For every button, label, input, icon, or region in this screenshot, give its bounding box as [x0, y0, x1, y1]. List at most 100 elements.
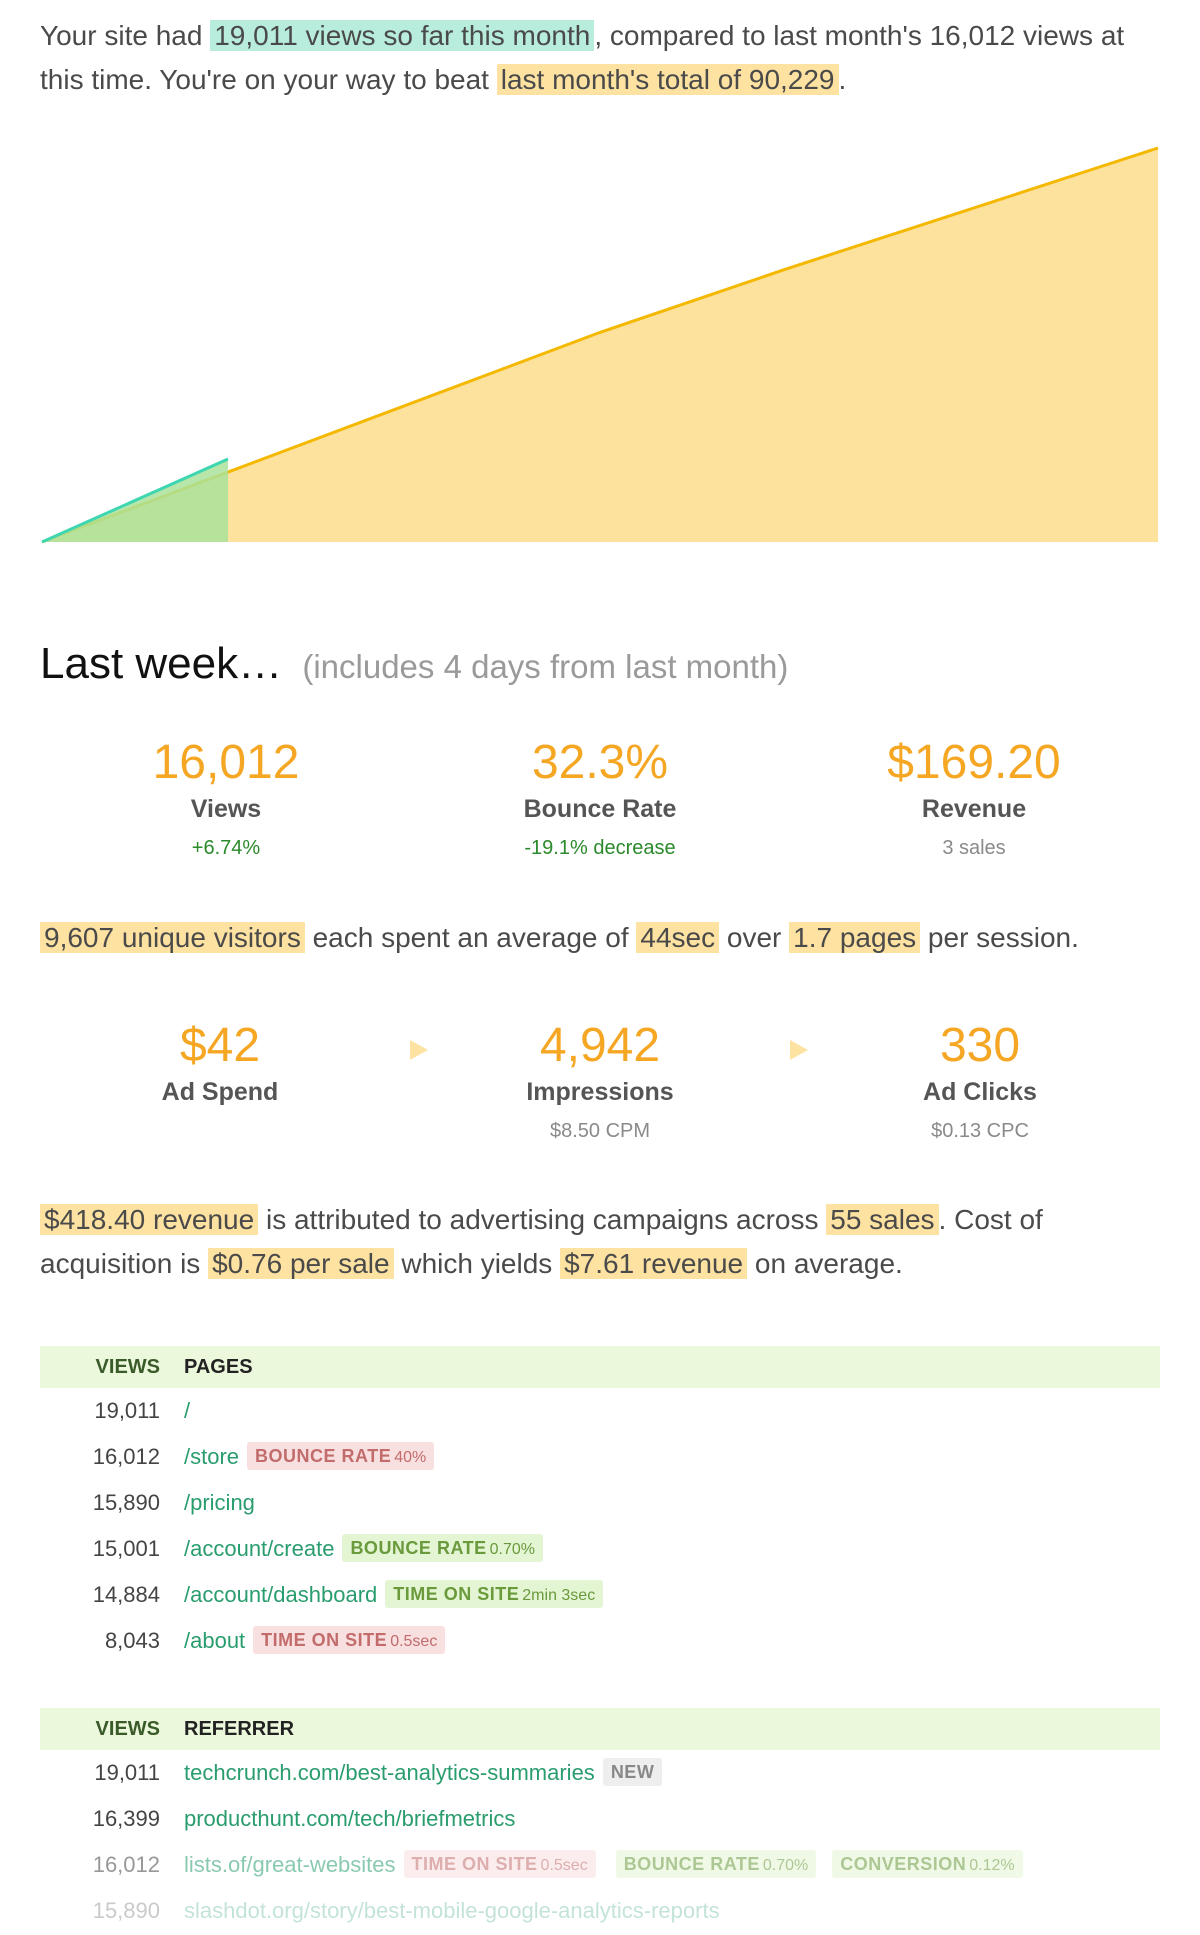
badge-label: NEW — [610, 1762, 655, 1782]
badge-label: TIME ON SITE — [393, 1584, 520, 1604]
stat-value: 16,012 — [152, 736, 300, 789]
last-week-heading: Last week… (includes 4 days from last mo… — [40, 636, 1160, 695]
revenue-summary: $418.40 revenue is attributed to adverti… — [40, 1198, 1160, 1286]
badge-label: TIME ON SITE — [261, 1630, 388, 1650]
time-on-site-badge: TIME ON SITE 2min 3sec — [385, 1580, 604, 1608]
sales-highlight: 55 sales — [826, 1204, 939, 1235]
visitors-summary: 9,607 unique visitors each spent an aver… — [40, 916, 1160, 960]
view-count: 15,001 — [92, 1536, 160, 1561]
view-count: 19,011 — [94, 1398, 160, 1423]
intro-text-3: . — [838, 64, 847, 95]
view-count: 16,012 — [92, 1852, 160, 1877]
views-column-header: VIEWS — [95, 1356, 160, 1378]
table-row: 16,012 lists.of/great-websites TIME ON SI… — [40, 1842, 1160, 1888]
view-count: 16,399 — [92, 1806, 160, 1831]
page-link[interactable]: /account/create — [184, 1536, 335, 1561]
badge-value: 0.5sec — [390, 1633, 438, 1650]
table-row: 8,043 /about TIME ON SITE 0.5sec — [40, 1618, 1160, 1664]
table-header: VIEWS PAGES — [40, 1346, 1160, 1388]
referrer-link[interactable]: lists.of/great-websites — [184, 1852, 396, 1877]
stat-label: Revenue — [921, 795, 1027, 823]
intro-text-2: , compared to last month's 16,012 views … — [40, 20, 1125, 95]
stat-value: 4,942 — [539, 1019, 661, 1072]
page-link[interactable]: /pricing — [184, 1490, 255, 1515]
revenue-highlight: $418.40 revenue — [40, 1204, 259, 1235]
stat-note: 3 sales — [942, 837, 1006, 859]
revenue-text-1: is attributed to advertising campaigns a… — [258, 1204, 827, 1235]
badge-label: CONVERSION — [840, 1854, 967, 1874]
table-row: 15,001 /account/create BOUNCE RATE 0.70% — [40, 1526, 1160, 1572]
last-month-series-area — [42, 148, 1158, 542]
badge-value: 0.70% — [762, 1857, 809, 1874]
badge-label: BOUNCE RATE — [350, 1538, 487, 1558]
stat-label: Ad Spend — [161, 1078, 279, 1106]
yield-highlight: $7.61 revenue — [560, 1248, 748, 1279]
table-row: 16,399 producthunt.com/tech/briefmetrics — [40, 1796, 1160, 1842]
badge-value: 40% — [394, 1449, 427, 1466]
views-highlight: 19,011 views so far this month — [210, 20, 595, 51]
stat-label: Views — [190, 795, 262, 823]
table-header: VIEWS REFERRER — [40, 1708, 1160, 1750]
table-row: 15,890 slashdot.org/story/best-mobile-go… — [40, 1888, 1160, 1934]
referrer-table: VIEWS REFERRER 19,011 techcrunch.com/bes… — [40, 1708, 1160, 1934]
view-count: 8,043 — [104, 1628, 160, 1653]
this-month-series-line — [41, 457, 229, 544]
stat-impressions: 4,942 Impressions $8.50 CPM — [450, 1018, 750, 1146]
badge-label: TIME ON SITE — [411, 1854, 538, 1874]
stat-change: +6.74% — [191, 837, 261, 859]
bounce-rate-badge: BOUNCE RATE 0.70% — [342, 1534, 543, 1562]
time-on-site-badge: TIME ON SITE 0.5sec — [403, 1850, 596, 1878]
bounce-rate-badge: BOUNCE RATE 40% — [247, 1442, 435, 1470]
stat-value: $169.20 — [887, 736, 1061, 789]
stat-revenue: $169.20 Revenue 3 sales — [824, 735, 1124, 863]
visitors-text-1: each spent an average of — [304, 922, 637, 953]
referrer-link[interactable]: slashdot.org/story/best-mobile-google-an… — [184, 1898, 720, 1923]
revenue-text-4: on average. — [747, 1248, 903, 1279]
revenue-text-3: which yields — [393, 1248, 561, 1279]
total-highlight: last month's total of 90,229 — [496, 64, 839, 95]
stat-note: $0.13 CPC — [931, 1120, 1029, 1142]
badge-label: BOUNCE RATE — [623, 1854, 760, 1874]
stat-change: -19.1% decrease — [524, 837, 676, 859]
view-count: 15,890 — [92, 1490, 160, 1515]
view-count: 16,012 — [92, 1444, 160, 1469]
stat-label: Bounce Rate — [523, 795, 677, 823]
last-week-subtitle: (includes 4 days from last month) — [302, 648, 789, 685]
stat-ad-clicks: 330 Ad Clicks $0.13 CPC — [830, 1018, 1130, 1146]
stat-value: 32.3% — [531, 736, 669, 789]
table-row: 16,012 /store BOUNCE RATE 40% — [40, 1434, 1160, 1480]
page-link[interactable]: /store — [184, 1444, 240, 1469]
stat-label: Impressions — [526, 1078, 674, 1106]
views-area-chart — [41, 146, 1159, 544]
badge-label: BOUNCE RATE — [255, 1446, 392, 1466]
table-row: 15,890 /pricing — [40, 1480, 1160, 1526]
last-week-title: Last week… — [40, 639, 283, 688]
referrer-link[interactable]: producthunt.com/tech/briefmetrics — [184, 1806, 516, 1831]
avg-time-highlight: 44sec — [636, 922, 720, 953]
page-link[interactable]: / — [184, 1398, 191, 1423]
conversion-badge: CONVERSION 0.12% — [832, 1850, 1023, 1878]
stat-value: $42 — [179, 1019, 261, 1072]
cost-highlight: $0.76 per sale — [208, 1248, 394, 1279]
summary-intro: Your site had 19,011 views so far this m… — [40, 14, 1160, 102]
revenue-text-2: . Cost of acquisition is — [40, 1204, 1043, 1279]
stat-note: $8.50 CPM — [549, 1120, 651, 1142]
badge-value: 2min 3sec — [522, 1587, 596, 1604]
badge-value: 0.12% — [969, 1857, 1015, 1874]
badge-value: 0.70% — [489, 1541, 535, 1558]
table-row: 19,011 / — [40, 1388, 1160, 1434]
badge-value: 0.5sec — [540, 1857, 588, 1874]
referrer-column-header: REFERRER — [184, 1718, 295, 1740]
stat-bounce-rate: 32.3% Bounce Rate -19.1% decrease — [450, 735, 750, 863]
bounce-rate-badge: BOUNCE RATE 0.70% — [615, 1850, 817, 1878]
triangle-right-icon — [410, 1040, 428, 1060]
table-row: 14,884 /account/dashboard TIME ON SITE 2mi… — [40, 1572, 1160, 1618]
page-link[interactable]: /about — [184, 1628, 246, 1653]
intro-text-1: Your site had — [40, 20, 211, 51]
referrer-link[interactable]: techcrunch.com/best-analytics-summaries — [184, 1760, 595, 1785]
stat-ad-spend: $42 Ad Spend — [70, 1018, 370, 1110]
page-link[interactable]: /account/dashboard — [184, 1582, 378, 1607]
weekly-stats: 16,012 Views +6.74% 32.3% Bounce Rate -1… — [40, 735, 1160, 885]
pages-column-header: PAGES — [184, 1356, 253, 1378]
stat-label: Ad Clicks — [923, 1078, 1037, 1106]
